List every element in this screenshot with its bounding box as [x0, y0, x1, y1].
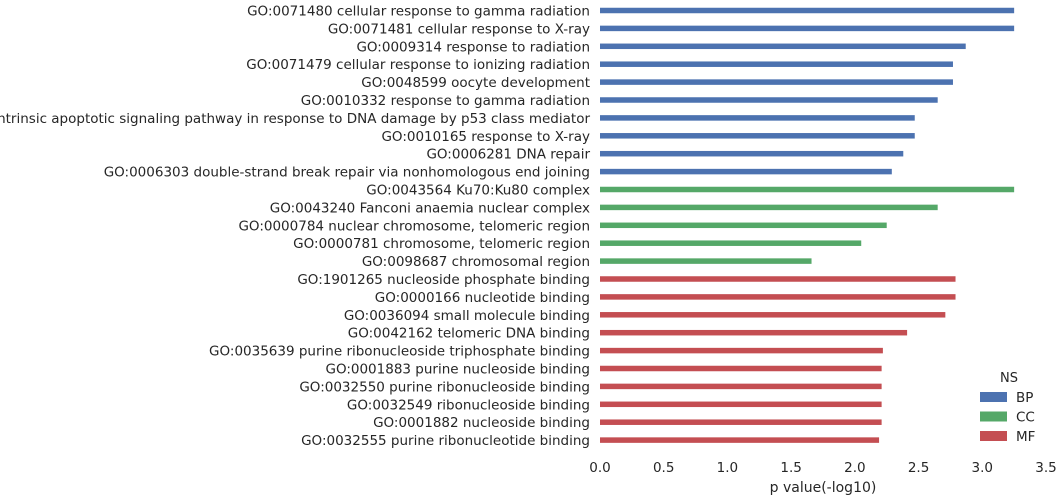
legend-label-mf: MF: [1016, 429, 1035, 445]
legend-label-cc: CC: [1016, 410, 1035, 426]
category-label: GO:0000166 nucleotide binding: [375, 290, 590, 306]
category-label: GO:0071479 cellular response to ionizing…: [246, 57, 590, 73]
category-label: GO:0035639 purine ribonucleoside triphos…: [209, 344, 590, 360]
category-label: GO:0009314 response to radiation: [356, 39, 590, 55]
category-label: GO:0006281 DNA repair: [426, 147, 590, 163]
x-axis-label: p value(-log10): [770, 480, 877, 496]
bar-bp: [600, 115, 915, 121]
x-tick-label: 1.5: [780, 460, 801, 476]
bars-layer: [600, 7, 1015, 443]
category-label: GO:0006303 double-strand break repair vi…: [104, 165, 590, 181]
category-label: GO:0032549 ribonucleoside binding: [347, 397, 590, 413]
category-label: GO:0000784 nuclear chromosome, telomeric…: [238, 218, 590, 234]
category-label: GO:0048599 oocyte development: [361, 75, 590, 91]
bar-mf: [600, 294, 956, 300]
x-tick-label: 3.0: [972, 460, 993, 476]
bar-bp: [600, 25, 1015, 32]
bar-cc: [600, 204, 938, 211]
category-label: GO:0032550 purine ribonucleoside binding: [299, 379, 590, 395]
x-tick-label: 1.0: [717, 460, 738, 476]
legend-title: NS: [1000, 371, 1018, 386]
category-label: GO:0042162 telomeric DNA binding: [348, 326, 590, 342]
legend-swatch-bp: [980, 392, 1007, 402]
category-label: GO:0010332 response to gamma radiation: [301, 93, 590, 109]
legend-swatch-cc: [980, 411, 1007, 422]
x-axis: 0.0 0.5 1.0 1.5 2.0 2.5 3.0 3.5: [589, 460, 1056, 476]
bar-mf: [600, 401, 882, 408]
bar-cc: [600, 240, 862, 246]
category-labels: GO:0071480 cellular response to gamma ra…: [0, 4, 590, 450]
category-label: GO:0001883 purine nucleoside binding: [325, 362, 590, 378]
category-label: GO:0043240 Fanconi anaemia nuclear compl…: [270, 200, 590, 216]
bar-bp: [600, 168, 892, 175]
category-label: GO:1901265 nucleoside phosphate binding: [297, 272, 590, 288]
category-label: GO:0036094 small molecule binding: [344, 308, 590, 324]
legend: NS BP CC MF: [980, 371, 1035, 445]
legend-swatch-mf: [980, 431, 1007, 441]
bar-mf: [600, 419, 882, 425]
x-tick-label: 0.0: [589, 460, 610, 476]
bar-mf: [600, 329, 908, 336]
x-tick-label: 2.5: [908, 460, 929, 476]
bar-cc: [600, 258, 812, 264]
bar-bp: [600, 7, 1015, 14]
bar-mf: [600, 312, 946, 318]
bar-cc: [600, 222, 887, 229]
category-label: GO:0071480 cellular response to gamma ra…: [247, 4, 590, 20]
bar-mf: [600, 347, 883, 354]
bar-bp: [600, 97, 938, 103]
bar-bp: [600, 150, 904, 157]
category-label: GO:0042771 intrinsic apoptotic signaling…: [0, 111, 590, 127]
bar-mf: [600, 383, 882, 390]
category-label: GO:0032555 purine ribonucleotide binding: [301, 433, 590, 449]
category-label: GO:0071481 cellular response to X-ray: [328, 21, 590, 37]
bar-mf: [600, 276, 956, 282]
bar-bp: [600, 133, 915, 139]
bar-bp: [600, 43, 966, 50]
x-tick-label: 2.0: [844, 460, 865, 476]
bar-bp: [600, 79, 953, 85]
category-label: GO:0000781 chromosome, telomeric region: [293, 236, 590, 252]
legend-label-bp: BP: [1016, 390, 1033, 406]
category-label: GO:0001882 nucleoside binding: [373, 415, 590, 431]
bar-mf: [600, 437, 880, 443]
bar-cc: [600, 186, 1015, 193]
category-label: GO:0043564 Ku70:Ku80 complex: [366, 183, 590, 199]
category-label: GO:0098687 chromosomal region: [362, 254, 590, 270]
x-tick-label: 0.5: [653, 460, 674, 476]
bar-mf: [600, 365, 882, 372]
x-tick-label: 3.5: [1035, 460, 1056, 476]
bar-bp: [600, 61, 953, 67]
category-label: GO:0010165 response to X-ray: [381, 129, 590, 145]
